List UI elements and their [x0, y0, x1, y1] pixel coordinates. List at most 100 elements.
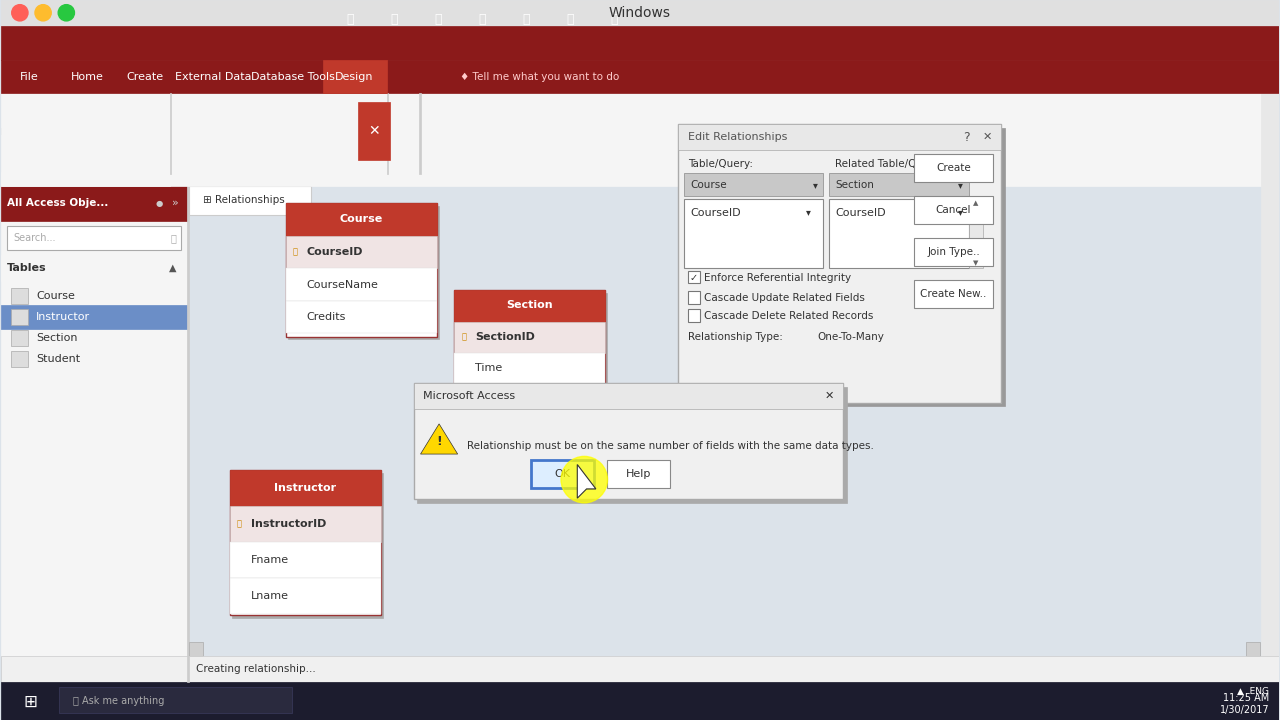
Bar — [1, 0, 1279, 25]
Text: Relationship Tools: Relationship Tools — [317, 35, 404, 45]
Text: ✕ Clear Layout: ✕ Clear Layout — [70, 103, 145, 113]
Bar — [10, 309, 28, 325]
Bar — [829, 199, 969, 269]
Text: ◀: ◀ — [193, 646, 200, 652]
Text: Instructor: Instructor — [274, 482, 337, 492]
Text: ▼: ▼ — [1268, 645, 1274, 651]
Bar — [233, 472, 383, 618]
Bar — [608, 460, 671, 487]
Text: Fname: Fname — [621, 415, 655, 426]
Bar — [1261, 697, 1279, 720]
Text: Course: Course — [690, 180, 727, 189]
Bar — [230, 470, 381, 616]
Bar — [454, 415, 605, 447]
Text: SectionID: SectionID — [475, 332, 535, 342]
Text: InstructorID: InstructorID — [251, 518, 326, 528]
Text: Time: Time — [475, 363, 502, 373]
Bar — [285, 235, 436, 269]
Text: »: » — [172, 198, 179, 208]
Bar — [914, 197, 993, 224]
Text: Course: Course — [339, 215, 383, 225]
Bar — [1, 305, 187, 328]
Bar — [454, 384, 605, 415]
Text: Relationship Type:: Relationship Type: — [687, 332, 782, 342]
Text: ▾: ▾ — [67, 38, 70, 48]
Bar — [687, 271, 700, 284]
Text: Student: Student — [36, 354, 81, 364]
Bar — [678, 125, 1001, 403]
Text: 🔍: 🔍 — [170, 233, 177, 243]
Text: ✓: ✓ — [690, 273, 698, 282]
Bar — [829, 173, 969, 197]
Bar — [1, 25, 1279, 60]
Text: 🔧: 🔧 — [522, 13, 530, 26]
Text: Create: Create — [936, 163, 972, 174]
Text: Instructor: Instructor — [36, 312, 91, 322]
Bar — [678, 125, 1001, 150]
Bar — [187, 186, 189, 656]
Text: Cascade Delete Related Records: Cascade Delete Related Records — [704, 311, 873, 321]
Text: ▶: ▶ — [1251, 646, 1256, 652]
Text: External Data: External Data — [175, 72, 252, 81]
Text: One-To-Many: One-To-Many — [818, 332, 884, 342]
Text: CourseID: CourseID — [690, 207, 741, 217]
Bar — [914, 238, 993, 266]
Text: ⊞ All Relationships: ⊞ All Relationships — [228, 135, 320, 145]
Text: ?: ? — [963, 130, 970, 143]
Text: Relationships: Relationships — [250, 174, 310, 184]
Bar — [230, 470, 381, 506]
Bar — [413, 383, 844, 500]
Bar — [285, 203, 436, 235]
Bar — [10, 351, 28, 367]
Bar — [187, 656, 189, 682]
Bar — [454, 290, 605, 322]
Bar — [8, 227, 182, 250]
Text: Fname: Fname — [251, 554, 289, 564]
Text: ▾: ▾ — [806, 207, 810, 217]
Text: ▼: ▼ — [973, 261, 978, 266]
Text: Search...: Search... — [13, 233, 55, 243]
Text: ✕: ✕ — [1257, 8, 1266, 18]
Bar — [1262, 641, 1279, 655]
Text: Lname: Lname — [621, 433, 655, 443]
Bar — [10, 330, 28, 346]
Bar — [288, 205, 439, 339]
Text: Section: Section — [835, 180, 874, 189]
Text: Cancel: Cancel — [936, 205, 972, 215]
Bar — [914, 280, 993, 307]
Text: Create New..: Create New.. — [920, 289, 987, 299]
Text: Tables: Tables — [8, 264, 47, 274]
Text: ↗ Direct Relationships: ↗ Direct Relationships — [228, 120, 337, 130]
Bar — [59, 688, 292, 713]
Text: ▲: ▲ — [169, 264, 177, 274]
Text: Close: Close — [362, 174, 387, 184]
Text: Database Tools: Database Tools — [251, 72, 335, 81]
Bar — [230, 542, 381, 578]
Bar — [1, 186, 1261, 656]
Bar — [684, 199, 823, 269]
Text: 📝: 📝 — [479, 13, 486, 26]
Text: 🅰: 🅰 — [611, 13, 618, 26]
Text: ▲: ▲ — [973, 200, 978, 206]
Bar — [914, 155, 993, 182]
Polygon shape — [577, 464, 596, 498]
Circle shape — [561, 456, 608, 503]
Text: 🌐: 🌐 — [434, 13, 442, 26]
Text: ⊞ Relationships: ⊞ Relationships — [204, 194, 285, 204]
Text: CourseName: CourseName — [307, 279, 379, 289]
Bar — [1262, 186, 1279, 199]
Bar — [10, 288, 28, 305]
Bar — [189, 186, 311, 215]
Circle shape — [35, 4, 51, 21]
Text: Mark Keith: Mark Keith — [1215, 38, 1267, 48]
Bar — [1247, 642, 1260, 656]
Text: Table/Query:: Table/Query: — [687, 158, 753, 168]
Bar — [285, 269, 436, 301]
Text: Classroom: Classroom — [475, 395, 532, 405]
Text: 🔑: 🔑 — [293, 248, 298, 256]
Text: ✕: ✕ — [983, 132, 992, 142]
Bar — [1, 172, 170, 186]
Text: ▲  ENG: ▲ ENG — [1238, 686, 1270, 696]
Text: Creating relationship...: Creating relationship... — [196, 664, 316, 674]
Text: OK: OK — [554, 469, 570, 479]
